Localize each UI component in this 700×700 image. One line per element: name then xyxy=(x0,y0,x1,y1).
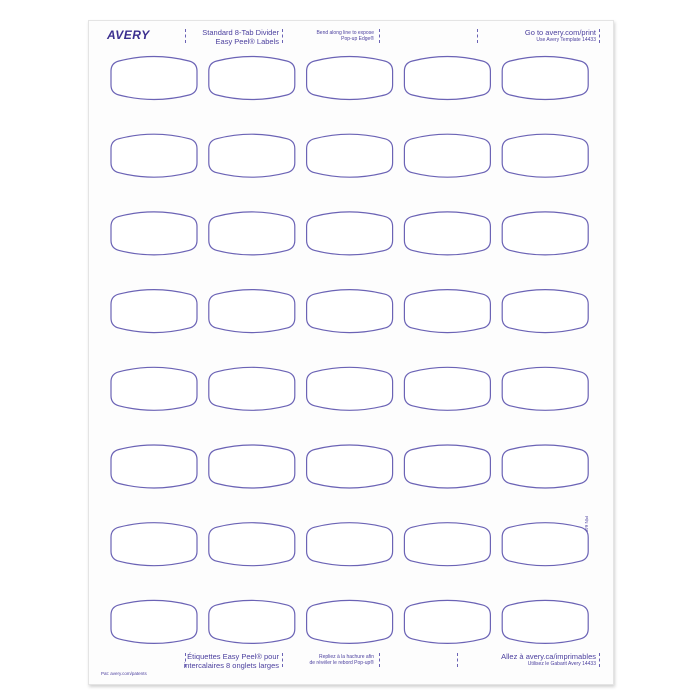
tab-label xyxy=(110,55,198,101)
tab-label xyxy=(110,599,198,644)
divider-line xyxy=(457,653,458,667)
tab-label xyxy=(208,444,296,489)
template-info-fr: Allez à avery.ca/imprimables Utilisez le … xyxy=(454,652,596,667)
tab-label xyxy=(306,599,394,644)
tab-label xyxy=(208,211,296,256)
tab-label xyxy=(110,366,198,411)
tab-label xyxy=(110,444,198,489)
template-info: Go to avery.com/print Use Avery Template … xyxy=(474,28,596,43)
divider-line xyxy=(477,29,478,43)
label-sheet: AVERY Standard 8-Tab Divider Easy Peel® L… xyxy=(88,20,614,685)
divider-line xyxy=(599,29,600,43)
tab-label xyxy=(501,211,589,256)
tab-label xyxy=(403,55,491,101)
tab-label xyxy=(306,211,394,256)
tab-label xyxy=(306,55,394,101)
tab-label xyxy=(110,522,198,567)
tab-label xyxy=(208,599,296,644)
bend-line-1: Bend along line to expose xyxy=(316,30,374,36)
bend-instructions: Bend along line to expose Pop-up Edge® xyxy=(274,30,374,43)
template-fr-text: Utilisez le Gabarit Avery 14433 xyxy=(527,660,596,667)
tab-label xyxy=(306,522,394,567)
tab-label xyxy=(501,522,589,567)
tab-label xyxy=(403,366,491,411)
tab-label xyxy=(501,599,589,644)
product-fr-line-2: intercalaires 8 onglets larges xyxy=(183,660,279,670)
tab-label xyxy=(208,366,296,411)
product-name-fr: Étiquettes Easy Peel® pour intercalaires … xyxy=(169,652,279,670)
avery-logo: AVERY xyxy=(107,28,150,42)
divider-line xyxy=(599,653,600,667)
patents-text: Pat: avery.com/patents xyxy=(101,671,147,676)
tab-label xyxy=(306,366,394,411)
product-line-2: Easy Peel® Labels xyxy=(215,36,279,46)
tab-label xyxy=(403,289,491,334)
bend-fr-line-2: de révéler le rebord Pop-up® xyxy=(309,659,374,666)
tab-label xyxy=(501,289,589,334)
tab-label xyxy=(501,366,589,411)
divider-line xyxy=(185,653,186,667)
tab-label xyxy=(403,133,491,178)
tab-label xyxy=(306,444,394,489)
tab-label xyxy=(208,522,296,567)
tab-label xyxy=(403,522,491,567)
tab-label xyxy=(501,55,589,101)
divider-line xyxy=(379,653,380,667)
url-text: Go to avery.com/print xyxy=(524,28,596,37)
tab-label xyxy=(403,599,491,644)
tab-label xyxy=(208,133,296,178)
tab-label xyxy=(110,133,198,178)
label-grid xyxy=(110,55,589,644)
divider-line xyxy=(379,29,380,43)
divider-line xyxy=(185,29,186,43)
product-line-1: Standard 8-Tab Divider xyxy=(202,28,279,37)
tab-label xyxy=(110,211,198,256)
product-name: Standard 8-Tab Divider Easy Peel® Labels xyxy=(169,28,279,46)
tab-label xyxy=(403,444,491,489)
tab-label xyxy=(306,289,394,334)
divider-line xyxy=(282,29,283,43)
tab-label xyxy=(403,211,491,256)
tab-label xyxy=(501,133,589,178)
tab-label xyxy=(306,133,394,178)
product-fr-line-1: Étiquettes Easy Peel® pour xyxy=(187,652,279,661)
tab-label xyxy=(110,289,198,334)
template-text: Use Avery Template 14433 xyxy=(536,36,596,43)
bend-fr-line-1: Repliez à la hachure afin xyxy=(318,654,374,660)
url-fr-text: Allez à avery.ca/imprimables xyxy=(501,652,596,661)
tab-label xyxy=(501,444,589,489)
tab-label xyxy=(208,289,296,334)
bend-instructions-fr: Repliez à la hachure afin de révéler le r… xyxy=(269,654,374,667)
tab-label xyxy=(208,55,296,101)
bend-line-2: Pop-up Edge® xyxy=(341,35,374,42)
divider-line xyxy=(282,653,283,667)
